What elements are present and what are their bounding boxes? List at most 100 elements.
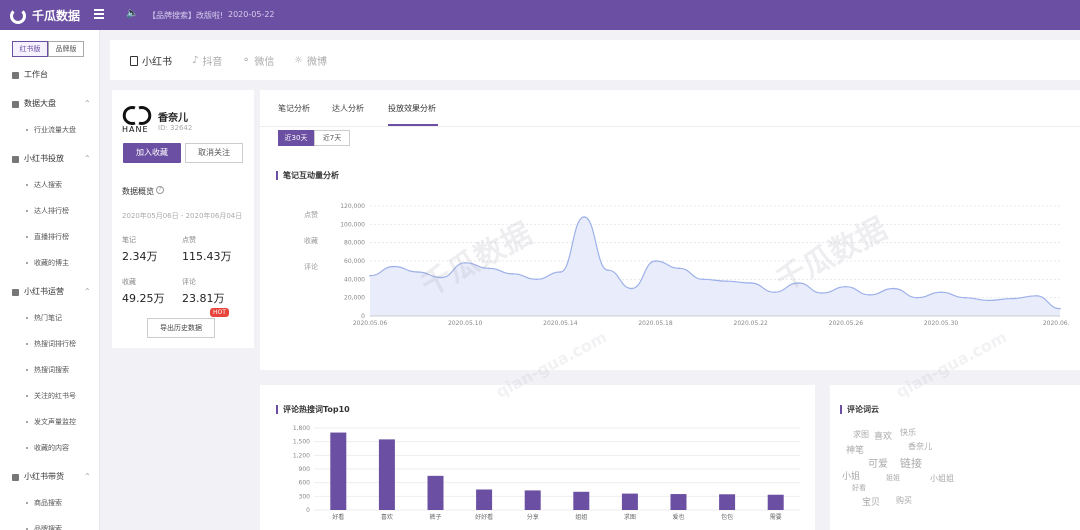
cloud-word[interactable]: 小姐姐	[930, 474, 954, 483]
data-point[interactable]	[583, 216, 585, 218]
data-point[interactable]	[678, 267, 681, 270]
data-point[interactable]	[964, 296, 966, 299]
data-point[interactable]	[726, 280, 728, 282]
data-point[interactable]	[797, 282, 800, 284]
cloud-word[interactable]: 可爱	[868, 459, 888, 470]
legend-likes[interactable]: 点赞	[304, 211, 318, 219]
legend-comments[interactable]: 评论	[304, 263, 318, 271]
cloud-word[interactable]: 姐姐	[886, 474, 900, 482]
menu-toggle-icon[interactable]	[94, 9, 104, 19]
cloud-word[interactable]: 宝贝	[862, 498, 881, 508]
sidebar-item[interactable]: 商品搜索	[0, 496, 99, 510]
data-point[interactable]	[392, 265, 395, 268]
export-history-button[interactable]: 导出历史数据	[147, 318, 215, 338]
cloud-word[interactable]: 香奈儿	[908, 442, 932, 451]
app-logo[interactable]: 千瓜数据	[10, 7, 80, 24]
cloud-word[interactable]: 好看	[852, 484, 866, 492]
sidebar-item[interactable]: 发文声量监控	[0, 415, 99, 429]
tab-kol-analysis[interactable]: 达人分析	[332, 104, 364, 113]
data-point[interactable]	[940, 291, 942, 293]
cloud-word[interactable]: 神笔	[846, 446, 865, 456]
wechat-icon: ⚬	[242, 55, 251, 66]
sidebar-item[interactable]: 直播排行榜	[0, 230, 99, 244]
version-tab-red[interactable]: 红书版	[12, 41, 48, 57]
bar[interactable]	[719, 494, 736, 510]
cloud-word[interactable]: 小姐	[842, 472, 861, 482]
data-point[interactable]	[702, 278, 704, 281]
data-point[interactable]	[821, 292, 823, 294]
stat-value-comments: 23.81万	[182, 292, 225, 305]
help-icon[interactable]: ?	[156, 186, 164, 194]
sidebar-item-label: 热门笔记	[34, 314, 62, 322]
cloud-word[interactable]: 求图	[853, 430, 869, 439]
data-point[interactable]	[511, 273, 514, 275]
sidebar-item[interactable]: 热门笔记	[0, 311, 99, 325]
sidebar-group[interactable]: 数据大盘 ⌃	[0, 97, 99, 111]
data-point[interactable]	[987, 299, 990, 302]
data-point[interactable]	[868, 294, 871, 296]
cloud-word[interactable]: 购买	[896, 496, 912, 505]
cloud-word[interactable]: 链接	[900, 457, 922, 470]
sidebar-group[interactable]: 小红书带货 ⌃	[0, 470, 99, 484]
sidebar-item[interactable]: 行业流量大盘	[0, 123, 99, 137]
sidebar-item[interactable]: 工作台	[0, 68, 99, 82]
sidebar-item[interactable]: 热搜词搜索	[0, 363, 99, 377]
data-point[interactable]	[892, 287, 895, 290]
tab-xiaohongshu[interactable]: 小红书	[130, 53, 172, 68]
series-line[interactable]	[369, 216, 1061, 310]
tab-wechat[interactable]: ⚬ 微信	[242, 53, 274, 68]
bar[interactable]	[767, 494, 784, 510]
data-point[interactable]	[416, 271, 419, 273]
bullet-icon	[26, 447, 28, 449]
bar[interactable]	[330, 432, 347, 510]
unfollow-button[interactable]: 取消关注	[185, 143, 243, 163]
tab-weibo[interactable]: ☼ 微博	[294, 53, 327, 68]
bar[interactable]	[524, 490, 541, 510]
data-point[interactable]	[488, 267, 490, 270]
sidebar: 红书版 品牌版 工作台数据大盘 ⌃ 行业流量大盘 小红书投放 ⌃ 达人搜索达人排行榜直播排…	[0, 30, 100, 530]
bar[interactable]	[670, 494, 687, 510]
sidebar-group[interactable]: 小红书运营 ⌃	[0, 285, 99, 299]
version-tab-brand[interactable]: 品牌版	[48, 41, 84, 57]
sidebar-group[interactable]: 小红书投放 ⌃	[0, 152, 99, 166]
data-point[interactable]	[630, 287, 633, 290]
add-favorite-button[interactable]: 加入收藏	[123, 143, 181, 163]
data-point[interactable]	[535, 278, 538, 281]
sidebar-item[interactable]: 关注的红书号	[0, 389, 99, 403]
sidebar-item[interactable]: 达人搜索	[0, 178, 99, 192]
data-point[interactable]	[440, 276, 443, 279]
bar[interactable]	[427, 475, 444, 510]
bar[interactable]	[621, 493, 638, 510]
sidebar-item[interactable]: 收藏的博主	[0, 256, 99, 270]
sidebar-item[interactable]: 品牌搜索	[0, 522, 99, 530]
data-point[interactable]	[464, 262, 466, 264]
tab-douyin[interactable]: ♪ 抖音	[192, 53, 222, 68]
data-point[interactable]	[1059, 307, 1061, 310]
data-point[interactable]	[1011, 297, 1014, 300]
data-point[interactable]	[845, 285, 847, 288]
bar[interactable]	[476, 489, 493, 511]
range-30-days-button[interactable]: 近30天	[278, 130, 314, 146]
tab-campaign-analysis[interactable]: 投放效果分析	[388, 104, 436, 113]
data-point[interactable]	[559, 271, 562, 273]
data-point[interactable]	[369, 274, 371, 277]
active-tab-indicator	[388, 124, 438, 126]
data-point[interactable]	[773, 291, 776, 293]
data-point[interactable]	[654, 260, 657, 262]
data-point[interactable]	[607, 269, 609, 271]
sidebar-item[interactable]: 达人排行榜	[0, 204, 99, 218]
tab-note-analysis[interactable]: 笔记分析	[278, 104, 310, 113]
sidebar-item[interactable]: 收藏的内容	[0, 441, 99, 455]
sidebar-item[interactable]: 热搜词排行榜	[0, 337, 99, 351]
bar[interactable]	[378, 439, 395, 510]
bar[interactable]	[573, 491, 590, 510]
data-point[interactable]	[749, 282, 752, 284]
cloud-word[interactable]: 快乐	[900, 428, 916, 437]
cloud-word[interactable]: 喜欢	[874, 432, 893, 442]
legend-favorites[interactable]: 收藏	[304, 237, 318, 245]
range-7-days-button[interactable]: 近7天	[314, 130, 350, 146]
data-point[interactable]	[916, 296, 919, 299]
data-point[interactable]	[1035, 295, 1038, 297]
stat-value-notes: 2.34万	[122, 250, 158, 263]
announcement-link[interactable]: 【品牌搜索】改版啦!	[148, 11, 224, 20]
